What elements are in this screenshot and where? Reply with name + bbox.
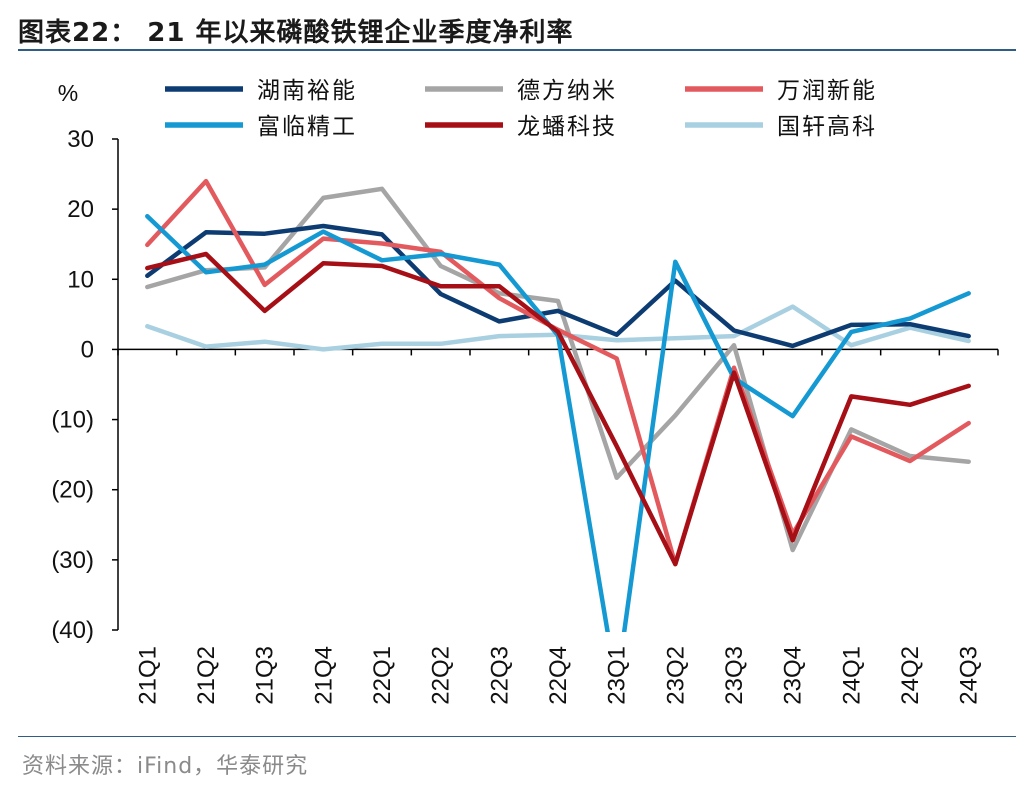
- legend-label-1: 湖南裕能: [257, 78, 357, 104]
- series-line-1: [145, 223, 971, 349]
- y-tick-label: 0: [81, 336, 94, 363]
- footer-rule: [18, 736, 1016, 737]
- x-tick-label: 22Q1: [369, 646, 396, 705]
- figure-title: 图表22： 21 年以来磷酸铁锂企业季度净利率: [18, 18, 574, 48]
- x-tick-label: 23Q1: [604, 646, 631, 705]
- title-rule: [18, 49, 1016, 51]
- series-line-5: [145, 251, 971, 567]
- y-axis-unit-label: %: [58, 80, 78, 106]
- legend-label-4: 富临精工: [257, 114, 357, 140]
- series-line-4: [145, 213, 971, 632]
- source-note: 资料来源：iFind，华泰研究: [22, 754, 309, 779]
- y-tick-label: 10: [67, 266, 94, 293]
- y-tick-label: 20: [67, 196, 94, 223]
- x-tick-label: 21Q4: [310, 646, 337, 705]
- x-tick-label: 21Q2: [193, 646, 220, 705]
- x-tick-label: 23Q2: [662, 646, 689, 705]
- y-tick-label: (10): [51, 407, 94, 434]
- x-tick-label: 22Q2: [428, 646, 455, 705]
- x-tick-label: 24Q2: [897, 646, 924, 705]
- y-tick-label: 30: [67, 126, 94, 153]
- series-line-3: [145, 178, 971, 567]
- legend-label-2: 德方纳米: [517, 78, 617, 104]
- x-tick-label: 24Q3: [956, 646, 983, 705]
- x-tick-label: 21Q1: [134, 646, 161, 705]
- legend-label-5: 龙蟠科技: [517, 114, 617, 140]
- legend-label-6: 国轩高科: [777, 114, 877, 140]
- series-line-2: [145, 186, 971, 553]
- y-tick-label: (20): [51, 477, 94, 504]
- legend-label-3: 万润新能: [777, 78, 877, 104]
- x-tick-label: 21Q3: [252, 646, 279, 705]
- series-layer: [145, 178, 971, 632]
- x-tick-label: 22Q4: [545, 646, 572, 705]
- y-tick-label: (30): [51, 547, 94, 574]
- chart-axes: 30 20 10 0 (10) (20) (30) (40) 21Q1 21Q2 21Q3 21Q4 2…: [51, 126, 999, 705]
- y-tick-label: (40): [51, 617, 94, 644]
- x-tick-label: 23Q3: [721, 646, 748, 705]
- x-tick-label: 22Q3: [486, 646, 513, 705]
- x-tick-label: 23Q4: [780, 646, 807, 705]
- x-tick-label: 24Q1: [838, 646, 865, 705]
